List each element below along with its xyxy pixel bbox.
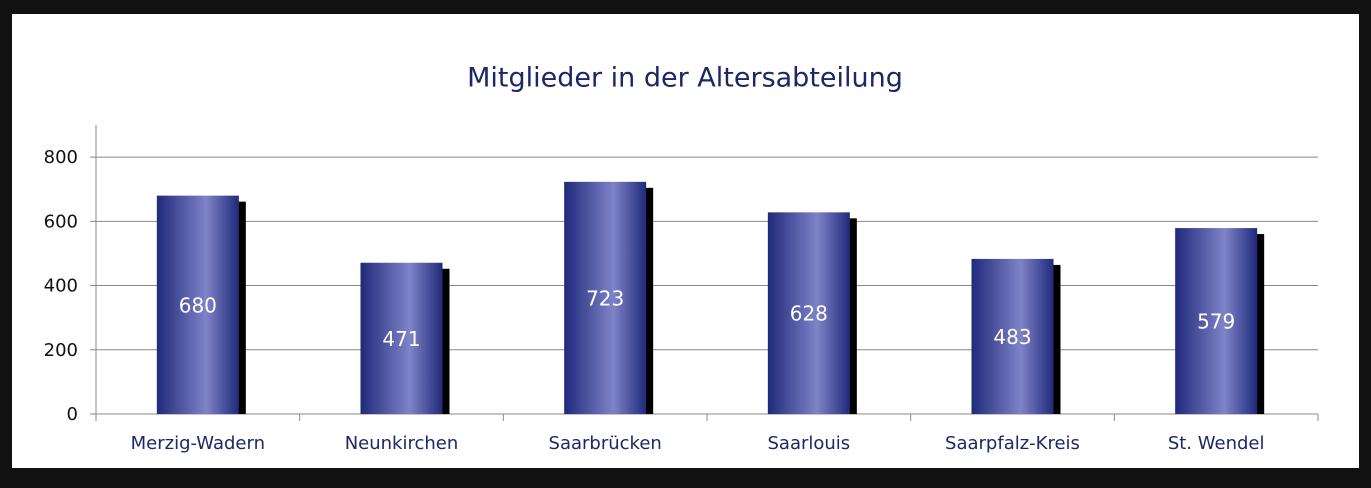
value-label: 483 <box>993 325 1031 349</box>
y-tick-label: 600 <box>44 211 78 232</box>
x-tick-label: Saarpfalz-Kreis <box>945 433 1080 454</box>
chart-title: Mitglieder in der Altersabteilung <box>467 63 903 94</box>
y-tick-label: 800 <box>44 147 78 168</box>
y-tick-label: 400 <box>44 276 78 297</box>
x-tick-label: Merzig-Wadern <box>131 433 265 454</box>
value-label: 628 <box>790 302 828 326</box>
bar <box>564 181 647 414</box>
bar <box>767 212 850 414</box>
bar <box>360 262 443 414</box>
y-tick-label: 0 <box>67 404 78 425</box>
bar <box>1175 228 1258 414</box>
x-tick-label: Neunkirchen <box>345 433 459 454</box>
x-tick-label: St. Wendel <box>1168 433 1265 454</box>
bar <box>971 258 1054 414</box>
x-tick-label: Saarlouis <box>767 433 850 454</box>
value-label: 471 <box>382 327 420 351</box>
x-tick-label: Saarbrücken <box>549 433 662 454</box>
value-label: 680 <box>179 293 217 317</box>
value-label: 723 <box>586 286 624 310</box>
bar <box>156 195 239 414</box>
y-tick-label: 200 <box>44 340 78 361</box>
value-label: 579 <box>1197 310 1235 334</box>
